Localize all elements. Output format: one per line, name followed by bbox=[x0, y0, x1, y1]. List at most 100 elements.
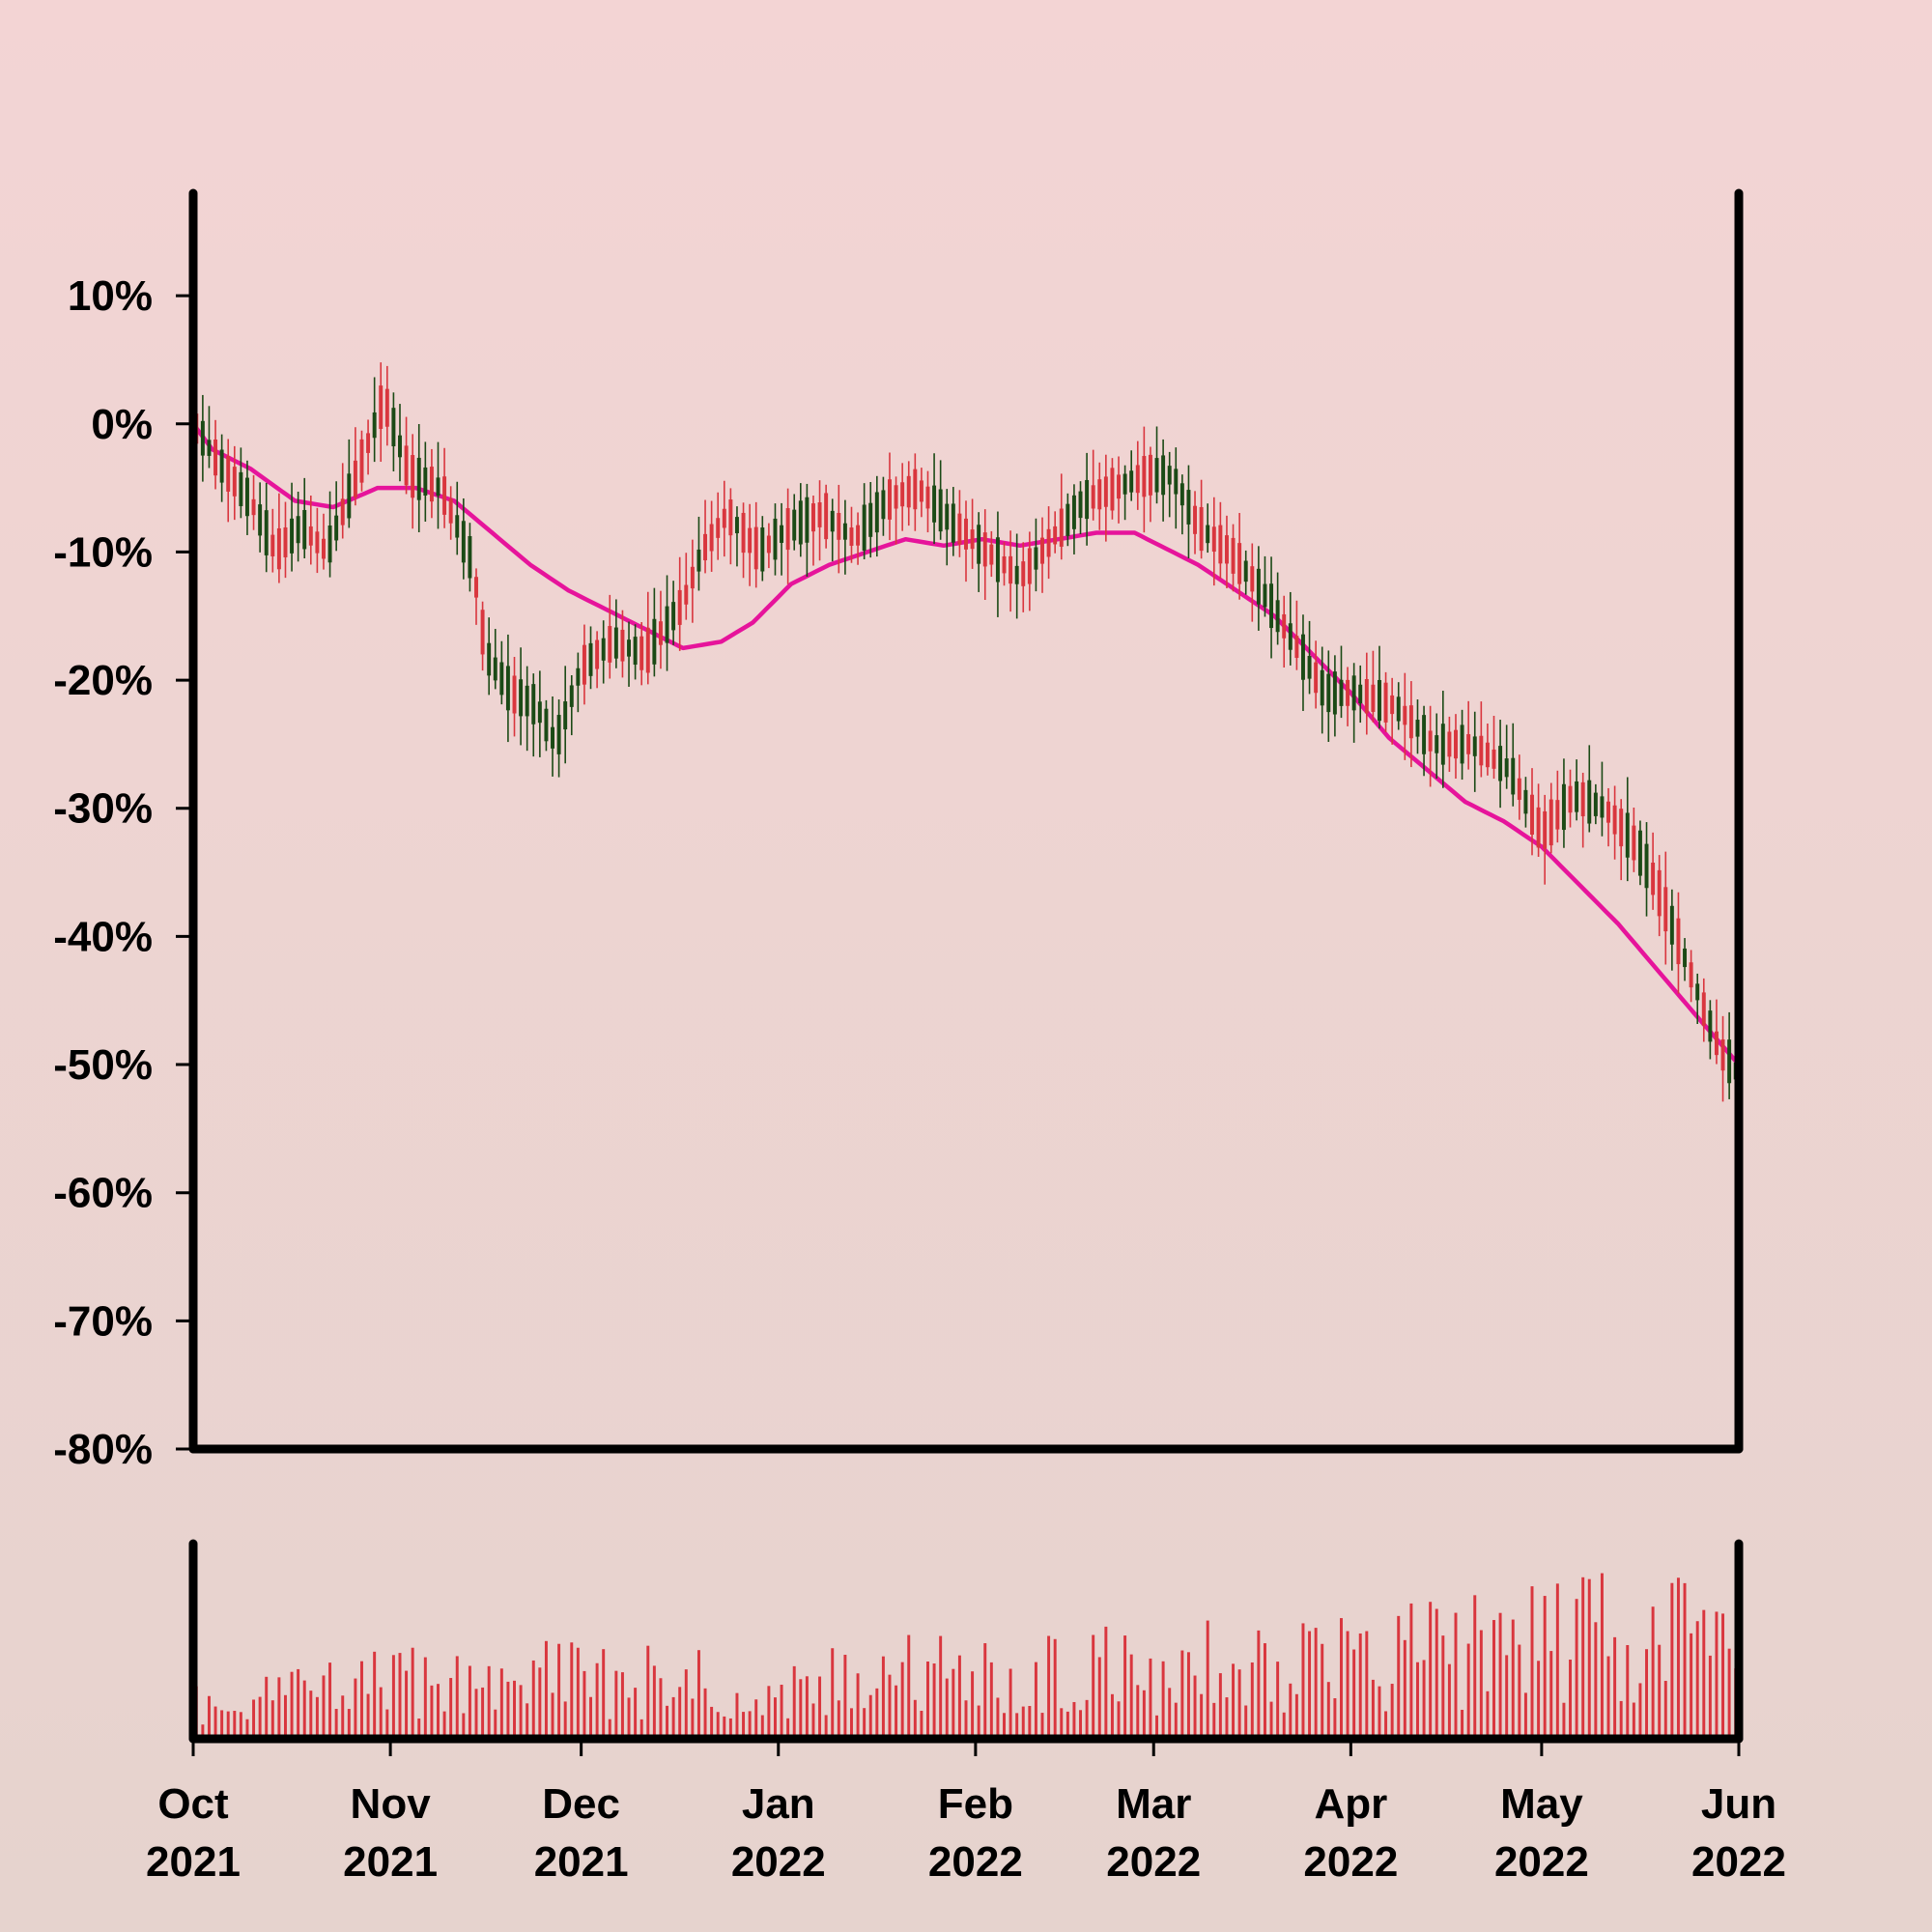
volume-bar bbox=[742, 1712, 746, 1739]
candle-body bbox=[970, 529, 975, 550]
x-tick-year: 2022 bbox=[1303, 1838, 1398, 1886]
candle-body bbox=[487, 642, 492, 676]
volume-bar bbox=[1085, 1699, 1089, 1739]
candle bbox=[1701, 978, 1706, 1042]
candle-body bbox=[627, 639, 632, 657]
candle-body bbox=[519, 679, 524, 717]
candle-body bbox=[1346, 679, 1350, 706]
candle bbox=[493, 629, 497, 690]
volume-bar bbox=[405, 1670, 409, 1739]
candle bbox=[1555, 770, 1560, 843]
candle-body bbox=[1440, 724, 1445, 765]
candle bbox=[226, 439, 231, 523]
candle-body bbox=[989, 544, 994, 565]
candle bbox=[276, 493, 281, 583]
candle-body bbox=[1511, 757, 1516, 795]
volume-bar bbox=[1092, 1634, 1095, 1739]
candle bbox=[1676, 892, 1681, 994]
candle-body bbox=[785, 508, 790, 551]
candle bbox=[1485, 724, 1490, 776]
volume-bar bbox=[283, 1694, 287, 1739]
volume-bar bbox=[1009, 1668, 1012, 1739]
candle bbox=[322, 513, 326, 570]
candle-body bbox=[1403, 705, 1407, 725]
volume-bar bbox=[1721, 1613, 1725, 1739]
candle bbox=[1046, 506, 1051, 580]
x-tick-month: Apr bbox=[1314, 1780, 1387, 1828]
candle bbox=[633, 624, 638, 680]
candle-body bbox=[1568, 785, 1573, 813]
candle bbox=[1179, 474, 1184, 535]
volume-bar bbox=[1587, 1578, 1591, 1739]
candle-body bbox=[1422, 715, 1427, 754]
volume-bar bbox=[1378, 1686, 1381, 1739]
candle bbox=[817, 480, 822, 561]
candle-body bbox=[1657, 869, 1662, 917]
x-tick-month: May bbox=[1500, 1780, 1583, 1828]
candle-body bbox=[398, 435, 402, 458]
candle bbox=[1161, 439, 1166, 522]
candle-body bbox=[200, 420, 205, 456]
candle-body bbox=[1218, 525, 1223, 564]
candle bbox=[1071, 484, 1076, 554]
candle bbox=[906, 461, 911, 526]
volume-bar bbox=[1301, 1623, 1305, 1739]
candle bbox=[302, 477, 307, 559]
volume-bar bbox=[1321, 1643, 1324, 1739]
candle-body bbox=[1530, 794, 1534, 836]
candle-body bbox=[817, 502, 822, 527]
candle bbox=[519, 647, 524, 746]
candle-body bbox=[468, 535, 472, 579]
volume-bar bbox=[531, 1660, 535, 1739]
candle-body bbox=[1651, 863, 1656, 895]
candle bbox=[1454, 714, 1458, 780]
candle-body bbox=[353, 460, 357, 497]
candle-body bbox=[379, 385, 384, 429]
candle bbox=[1593, 783, 1598, 825]
candle bbox=[824, 484, 829, 549]
candle bbox=[1498, 720, 1503, 809]
candle bbox=[1663, 851, 1668, 965]
candle-body bbox=[1288, 623, 1293, 650]
candle-body bbox=[1408, 705, 1413, 739]
volume-bar bbox=[1365, 1631, 1369, 1739]
candle bbox=[353, 427, 357, 506]
volume-bar bbox=[1003, 1713, 1006, 1739]
candle-body bbox=[1663, 887, 1668, 932]
volume-bar bbox=[1575, 1599, 1578, 1739]
candle bbox=[1288, 591, 1293, 666]
candle bbox=[1250, 543, 1255, 622]
candle-body bbox=[1027, 548, 1032, 584]
candle-body bbox=[1536, 807, 1541, 848]
candle-body bbox=[862, 504, 867, 551]
candle bbox=[219, 434, 224, 502]
candle bbox=[703, 499, 708, 574]
candle bbox=[1332, 655, 1337, 737]
volume-bar bbox=[449, 1678, 453, 1739]
volume-bar bbox=[932, 1663, 936, 1739]
volume-bar bbox=[831, 1648, 835, 1739]
candle-body bbox=[849, 527, 854, 546]
volume-bar bbox=[684, 1669, 688, 1739]
volume-bar bbox=[474, 1689, 478, 1739]
volume-bar bbox=[843, 1655, 847, 1739]
volume-bar bbox=[652, 1665, 656, 1739]
volume-bar bbox=[1486, 1690, 1490, 1739]
candle-body bbox=[429, 467, 434, 502]
candle bbox=[639, 622, 644, 686]
candle-body bbox=[894, 485, 898, 509]
candle-body bbox=[1237, 543, 1242, 584]
volume-bar bbox=[710, 1706, 714, 1739]
volume-bar bbox=[366, 1693, 370, 1739]
candle bbox=[1059, 473, 1064, 560]
volume-bar bbox=[334, 1709, 338, 1739]
candle bbox=[856, 512, 861, 565]
candle-body bbox=[1135, 465, 1140, 494]
volume-bar bbox=[207, 1695, 211, 1739]
volume-bar bbox=[442, 1711, 446, 1739]
candle bbox=[1606, 787, 1610, 847]
volume-bar bbox=[996, 1697, 1000, 1739]
candle bbox=[665, 575, 669, 671]
candle-body bbox=[601, 638, 606, 661]
candle-body bbox=[964, 518, 968, 550]
